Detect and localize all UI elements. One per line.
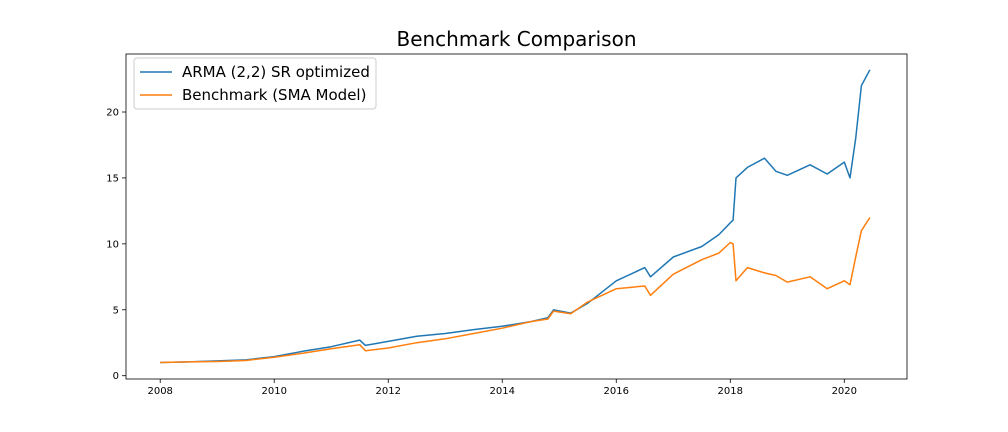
chart-title: Benchmark Comparison	[396, 27, 636, 51]
x-tick-label: 2012	[376, 386, 401, 397]
series-line-2	[160, 217, 871, 364]
y-tick-label: 0	[113, 371, 119, 382]
axes-layer: 2008 2010 2012 2014 2016 2018 2020 0 5 10 15 20	[106, 53, 908, 397]
x-tick-label: 2010	[261, 386, 286, 397]
series-layer	[160, 69, 871, 364]
x-tick-label: 2008	[147, 386, 172, 397]
y-tick-label: 5	[113, 305, 119, 316]
y-tick-label: 10	[106, 239, 119, 250]
legend-box	[133, 57, 377, 110]
x-tick-label: 2014	[490, 386, 515, 397]
legend: ARMA (2,2) SR optimized Benchmark (SMA Mo…	[133, 57, 377, 110]
y-tick-label: 20	[106, 108, 119, 119]
legend-label-2: Benchmark (SMA Model)	[182, 86, 366, 104]
x-tick-label: 2018	[718, 386, 743, 397]
series-line-1	[160, 69, 871, 364]
x-tick-label: 2016	[604, 386, 629, 397]
plot-frame	[125, 53, 908, 380]
legend-label-1: ARMA (2,2) SR optimized	[182, 63, 370, 81]
y-tick-label: 15	[106, 173, 119, 184]
x-tick-label: 2020	[832, 386, 857, 397]
